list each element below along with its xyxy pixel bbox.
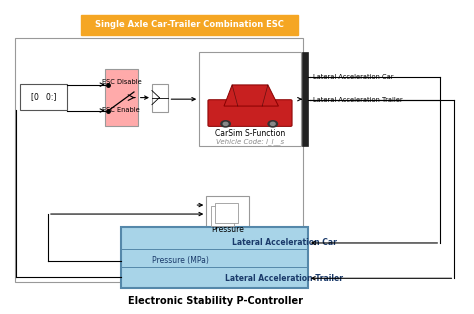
Text: Lateral Acceleration Car: Lateral Acceleration Car [313, 74, 393, 80]
FancyBboxPatch shape [302, 52, 308, 146]
FancyBboxPatch shape [199, 52, 301, 146]
Text: Electronic Stability P-Controller: Electronic Stability P-Controller [128, 296, 303, 306]
Circle shape [268, 121, 277, 127]
FancyBboxPatch shape [81, 15, 299, 35]
Circle shape [221, 121, 230, 127]
Text: Lateral Acceleration Trailer: Lateral Acceleration Trailer [313, 97, 402, 103]
FancyBboxPatch shape [152, 84, 168, 112]
Circle shape [270, 122, 275, 125]
FancyBboxPatch shape [206, 196, 249, 232]
Text: CarSim S-Function: CarSim S-Function [215, 129, 285, 138]
Text: Pressure (MPa): Pressure (MPa) [152, 256, 209, 265]
Text: ESC Disable: ESC Disable [102, 79, 142, 85]
Text: Single Axle Car-Trailer Combination ESC: Single Axle Car-Trailer Combination ESC [95, 20, 284, 30]
FancyBboxPatch shape [15, 38, 303, 282]
Text: [0   0:]: [0 0:] [30, 92, 56, 101]
FancyBboxPatch shape [19, 84, 67, 110]
Text: Lateral Acceleration Trailer: Lateral Acceleration Trailer [225, 274, 343, 283]
Text: Lateral Acceleration Car: Lateral Acceleration Car [232, 238, 337, 247]
FancyBboxPatch shape [105, 69, 138, 126]
Text: Vehicle Code: l_l__s: Vehicle Code: l_l__s [216, 138, 284, 145]
Polygon shape [224, 85, 278, 106]
FancyBboxPatch shape [215, 203, 238, 223]
Circle shape [223, 122, 228, 125]
Text: Pressure: Pressure [211, 225, 244, 234]
FancyBboxPatch shape [208, 100, 292, 126]
FancyBboxPatch shape [211, 206, 235, 225]
FancyBboxPatch shape [121, 227, 308, 288]
Text: ESC Enable: ESC Enable [102, 107, 140, 113]
